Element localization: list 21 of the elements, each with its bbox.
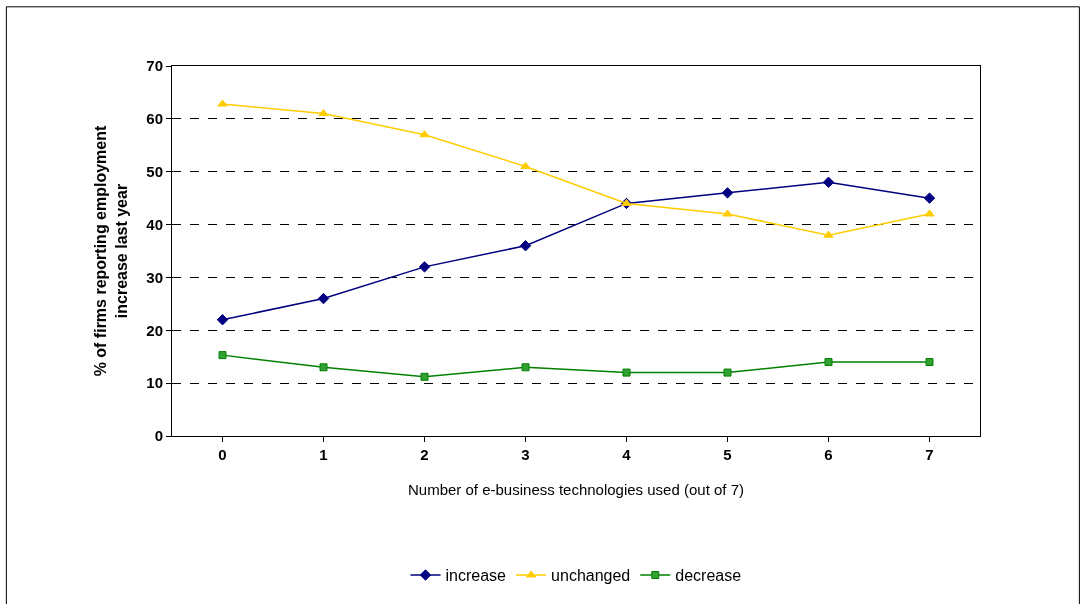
y-tick-label: 70 bbox=[146, 57, 163, 75]
y-tick-label: 50 bbox=[146, 162, 163, 180]
x-axis-title: Number of e-business technologies used (out of 7) bbox=[407, 481, 745, 498]
legend-label: decrease bbox=[675, 567, 742, 585]
y-tick-label: 40 bbox=[146, 215, 163, 233]
legend-label: unchanged bbox=[551, 567, 631, 585]
y-tick-label: 10 bbox=[146, 374, 163, 392]
x-tick-label: 3 bbox=[521, 446, 530, 463]
y-tick-label: 60 bbox=[146, 110, 163, 128]
x-tick-label: 0 bbox=[218, 446, 227, 463]
y-tick-label: 20 bbox=[146, 321, 163, 339]
y-axis-title: % of firms reporting employment increase last year bbox=[92, 124, 131, 377]
x-tick-label: 5 bbox=[723, 446, 732, 463]
y-tick-label: 0 bbox=[154, 427, 163, 445]
legend-label: increase bbox=[445, 567, 507, 585]
x-tick-label: 7 bbox=[925, 446, 934, 463]
x-tick-label: 2 bbox=[420, 446, 429, 463]
y-tick-label: 30 bbox=[146, 268, 163, 286]
x-tick-label: 6 bbox=[824, 446, 833, 463]
x-tick-label: 1 bbox=[319, 446, 328, 463]
x-tick-label: 4 bbox=[622, 446, 632, 463]
